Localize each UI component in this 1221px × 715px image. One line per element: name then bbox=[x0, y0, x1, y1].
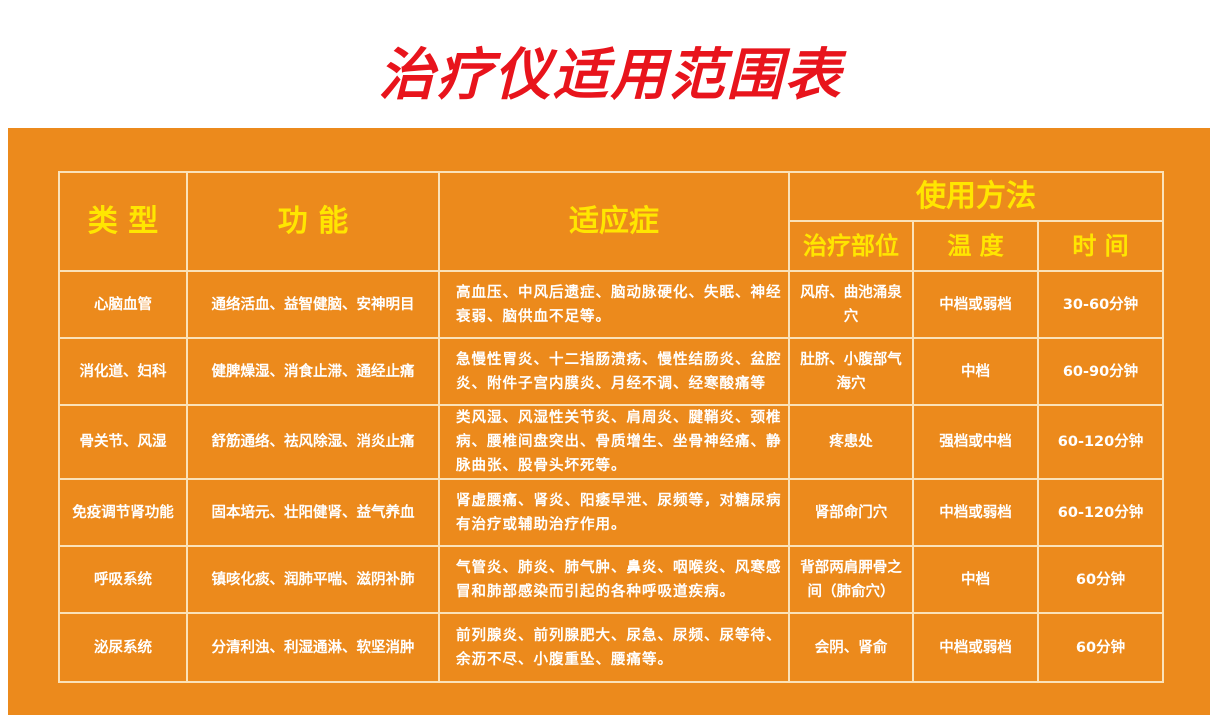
cell-site: 会阴、肾俞 bbox=[788, 612, 914, 683]
cell-site: 肚脐、小腹部气海穴 bbox=[788, 337, 914, 406]
header-usage: 使用方法 bbox=[788, 171, 1164, 222]
cell-temperature: 强档或中档 bbox=[912, 404, 1039, 480]
header-time: 时 间 bbox=[1037, 220, 1164, 272]
usage-table: 类 型 功 能 适应症 使用方法 治疗部位 温 度 时 间 心脑血管 通络活血、益… bbox=[58, 171, 1164, 683]
cell-time: 60分钟 bbox=[1037, 545, 1164, 614]
cell-type: 呼吸系统 bbox=[58, 545, 188, 614]
cell-type: 免疫调节肾功能 bbox=[58, 478, 188, 547]
header-site: 治疗部位 bbox=[788, 220, 914, 272]
cell-indications: 前列腺炎、前列腺肥大、尿急、尿频、尿等待、余沥不尽、小腹重坠、腰痛等。 bbox=[438, 612, 790, 683]
cell-time: 60-120分钟 bbox=[1037, 404, 1164, 480]
cell-time: 60-90分钟 bbox=[1037, 337, 1164, 406]
table-row: 呼吸系统 镇咳化痰、润肺平喘、滋阴补肺 气管炎、肺炎、肺气肿、鼻炎、咽喉炎、风寒感冒… bbox=[58, 545, 1164, 614]
cell-function: 舒筋通络、祛风除湿、消炎止痛 bbox=[186, 404, 440, 480]
table-row: 心脑血管 通络活血、益智健脑、安神明目 高血压、中风后遗症、脑动脉硬化、失眠、神经衰… bbox=[58, 270, 1164, 339]
cell-time: 60-120分钟 bbox=[1037, 478, 1164, 547]
cell-type: 泌尿系统 bbox=[58, 612, 188, 683]
table-row: 泌尿系统 分清利浊、利湿通淋、软坚消肿 前列腺炎、前列腺肥大、尿急、尿频、尿等待、余… bbox=[58, 612, 1164, 683]
cell-indications: 气管炎、肺炎、肺气肿、鼻炎、咽喉炎、风寒感冒和肺部感染而引起的各种呼吸道疾病。 bbox=[438, 545, 790, 614]
cell-time: 30-60分钟 bbox=[1037, 270, 1164, 339]
cell-type: 消化道、妇科 bbox=[58, 337, 188, 406]
cell-site: 背部两肩胛骨之间（肺俞穴） bbox=[788, 545, 914, 614]
table-row: 免疫调节肾功能 固本培元、壮阳健肾、益气养血 肾虚腰痛、肾炎、阳痿早泄、尿频等，对糖… bbox=[58, 478, 1164, 547]
cell-function: 固本培元、壮阳健肾、益气养血 bbox=[186, 478, 440, 547]
table-row: 骨关节、风湿 舒筋通络、祛风除湿、消炎止痛 类风湿、风湿性关节炎、肩周炎、腱鞘炎、颈… bbox=[58, 404, 1164, 480]
cell-temperature: 中档 bbox=[912, 545, 1039, 614]
cell-indications: 急慢性胃炎、十二指肠溃疡、慢性结肠炎、盆腔炎、附件子宫内膜炎、月经不调、经寒酸痛… bbox=[438, 337, 790, 406]
cell-type: 骨关节、风湿 bbox=[58, 404, 188, 480]
cell-temperature: 中档 bbox=[912, 337, 1039, 406]
header-type: 类 型 bbox=[58, 171, 188, 272]
cell-type: 心脑血管 bbox=[58, 270, 188, 339]
cell-indications: 类风湿、风湿性关节炎、肩周炎、腱鞘炎、颈椎病、腰椎间盘突出、骨质增生、坐骨神经痛… bbox=[438, 404, 790, 480]
cell-function: 镇咳化痰、润肺平喘、滋阴补肺 bbox=[186, 545, 440, 614]
cell-site: 肾部命门穴 bbox=[788, 478, 914, 547]
cell-temperature: 中档或弱档 bbox=[912, 612, 1039, 683]
cell-site: 风府、曲池涌泉穴 bbox=[788, 270, 914, 339]
cell-function: 通络活血、益智健脑、安神明目 bbox=[186, 270, 440, 339]
cell-function: 分清利浊、利湿通淋、软坚消肿 bbox=[186, 612, 440, 683]
cell-site: 疼患处 bbox=[788, 404, 914, 480]
header-temperature: 温 度 bbox=[912, 220, 1039, 272]
header-indications: 适应症 bbox=[438, 171, 790, 272]
cell-temperature: 中档或弱档 bbox=[912, 270, 1039, 339]
cell-function: 健脾燥湿、消食止滞、通经止痛 bbox=[186, 337, 440, 406]
table-row: 消化道、妇科 健脾燥湿、消食止滞、通经止痛 急慢性胃炎、十二指肠溃疡、慢性结肠炎、盆… bbox=[58, 337, 1164, 406]
cell-indications: 高血压、中风后遗症、脑动脉硬化、失眠、神经衰弱、脑供血不足等。 bbox=[438, 270, 790, 339]
cell-temperature: 中档或弱档 bbox=[912, 478, 1039, 547]
cell-time: 60分钟 bbox=[1037, 612, 1164, 683]
header-function: 功 能 bbox=[186, 171, 440, 272]
page-title: 治疗仪适用范围表 bbox=[378, 43, 843, 108]
cell-indications: 肾虚腰痛、肾炎、阳痿早泄、尿频等，对糖尿病有治疗或辅助治疗作用。 bbox=[438, 478, 790, 547]
